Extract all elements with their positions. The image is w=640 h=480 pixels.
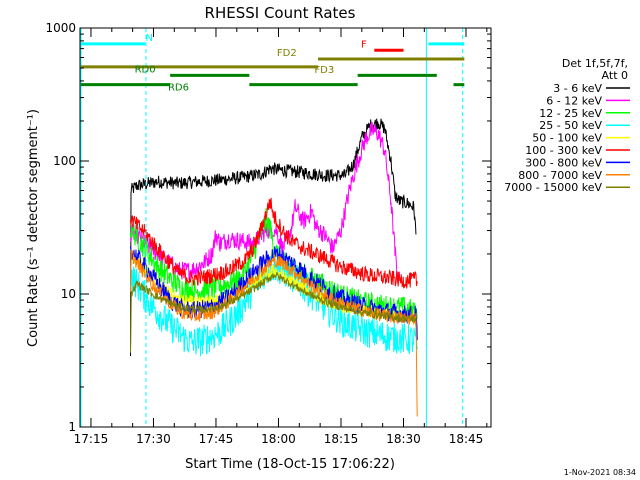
legend-entry-label: 300 - 800 keV (525, 156, 602, 169)
x-tick-label: 18:15 (324, 432, 359, 446)
x-tick-label: 18:00 (261, 432, 296, 446)
legend-entry-label: 100 - 300 keV (525, 144, 602, 157)
series-line (130, 208, 418, 326)
legend-header: Det 1f,5f,7f, (562, 57, 628, 70)
x-tick-label: 17:30 (136, 432, 171, 446)
legend-entry-label: 3 - 6 keV (553, 82, 602, 95)
legend-entry-label: 50 - 100 keV (532, 132, 602, 145)
legend-entry-label: 800 - 7000 keV (518, 169, 602, 182)
footer-timestamp: 1-Nov-2021 08:34 (564, 468, 636, 477)
y-tick-label: 1 (68, 420, 76, 434)
x-tick-label: 17:15 (74, 432, 109, 446)
series-line (130, 197, 418, 289)
x-tick-label: 18:45 (449, 432, 484, 446)
state-bar-layer: N F FD2 FD3 RD0 RD6 (81, 33, 465, 94)
y-tick-label: 10 (61, 287, 76, 301)
legend-entry-label: 6 - 12 keV (546, 94, 602, 107)
series-line (130, 250, 418, 417)
legend-entry-label: 25 - 50 keV (539, 119, 602, 132)
series-line (130, 255, 418, 357)
y-tick-label: 100 (53, 154, 76, 168)
y-tick-label: 1000 (45, 21, 76, 35)
chart-title: RHESSI Count Rates (205, 4, 356, 22)
series-line (130, 118, 417, 357)
legend-entry-label: 7000 - 15000 keV (504, 181, 602, 194)
x-tick-label: 18:30 (386, 432, 421, 446)
state-bar-label: FD2 (277, 48, 297, 59)
series-layer (130, 118, 418, 417)
axis-layer: 17:15 17:30 17:45 18:00 18:15 18:30 18:45 1 10 10… (45, 21, 491, 446)
state-bar-label: FD3 (314, 65, 334, 76)
legend-header: Att 0 (602, 69, 628, 82)
series-line (130, 272, 417, 353)
state-bar-label: F (361, 39, 367, 50)
legend-entry-label: 12 - 25 keV (539, 107, 602, 120)
x-axis-label: Start Time (18-Oct-15 17:06:22) (185, 457, 395, 472)
state-bar-label: RD6 (168, 83, 189, 94)
x-tick-label: 17:45 (199, 432, 234, 446)
plot-frame (79, 27, 492, 428)
state-bar-label: RD0 (135, 64, 156, 75)
y-axis-label: Count Rate (s⁻¹ detector segment⁻¹) (26, 109, 41, 347)
state-bar-label: N (146, 33, 153, 44)
vline-layer (80, 28, 464, 427)
